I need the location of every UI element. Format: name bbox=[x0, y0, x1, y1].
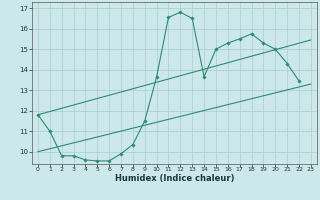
X-axis label: Humidex (Indice chaleur): Humidex (Indice chaleur) bbox=[115, 174, 234, 183]
